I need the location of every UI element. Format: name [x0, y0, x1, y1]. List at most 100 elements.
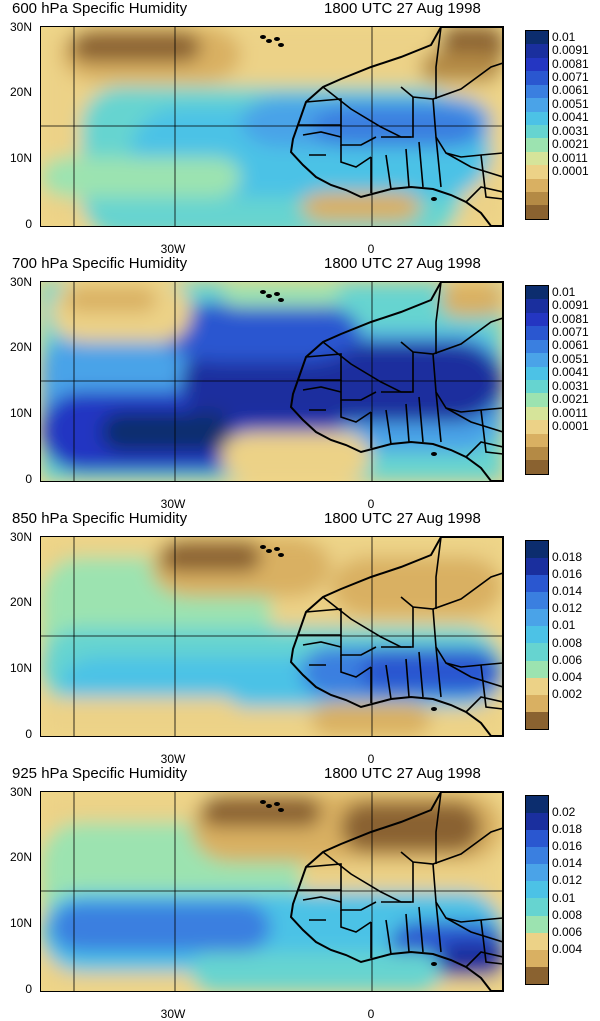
lat-label-30n: 30N [9, 785, 32, 799]
island [260, 35, 266, 39]
colorbar-label: 0.01 [552, 29, 576, 44]
country-border [435, 646, 442, 698]
island [431, 962, 437, 966]
humidity-field [41, 537, 503, 736]
panel-datetime: 1800 UTC 27 Aug 1998 [324, 765, 481, 782]
humidity-region [161, 542, 261, 572]
country-border [445, 152, 503, 178]
island [278, 298, 284, 302]
lon-label-0: 0 [367, 1007, 375, 1021]
island [274, 292, 280, 296]
colorbar-swatch [526, 366, 548, 380]
lat-label-30n: 30N [9, 275, 32, 289]
country-border [385, 664, 392, 700]
country-border [400, 572, 503, 610]
colorbar-swatch [526, 694, 548, 712]
humidity-region [221, 432, 371, 481]
humidity-region [41, 157, 241, 197]
colorbar-label: 0.014 [552, 584, 583, 599]
africa-coastline [289, 792, 503, 991]
colorbar-swatch [526, 312, 548, 327]
colorbar-label: 0.0011 [552, 150, 588, 165]
country-border [340, 635, 377, 656]
lon-label-30w: 30W [160, 1007, 186, 1021]
island [431, 197, 437, 201]
colorbar-swatch [526, 864, 548, 882]
country-border [480, 154, 503, 200]
humidity-region [301, 192, 421, 222]
country-border [299, 608, 342, 636]
colorbar-swatch [526, 379, 548, 394]
colorbar-swatch [526, 111, 548, 125]
colorbar-label: 0.0001 [552, 164, 589, 178]
colorbar-swatch [526, 339, 548, 354]
colorbar-swatch [526, 286, 548, 300]
map-canvas [41, 537, 503, 736]
humidity-map [40, 536, 504, 737]
country-border [302, 131, 342, 138]
lat-label-eq: 0 [25, 982, 32, 996]
humidity-region [161, 302, 361, 362]
colorbar-label: 0.0071 [552, 325, 589, 339]
country-border [400, 827, 503, 865]
colorbar [525, 795, 549, 985]
colorbar-label: 0.0001 [552, 419, 589, 433]
colorbar [525, 285, 549, 475]
lat-label-eq: 0 [25, 727, 32, 741]
humidity-region [101, 412, 231, 452]
humidity-field [41, 282, 503, 481]
colorbar-swatch [526, 949, 548, 967]
colorbar-label: 0.01 [552, 284, 576, 299]
colorbar-swatch [526, 433, 548, 448]
colorbar-swatch [526, 165, 548, 179]
africa-coastline [289, 27, 503, 226]
country-border [435, 27, 442, 99]
country-border [400, 317, 503, 355]
colorbar-swatch [526, 138, 548, 152]
country-border [435, 901, 442, 953]
country-border [385, 154, 392, 190]
humidity-region [441, 282, 503, 317]
colorbar-swatch [526, 711, 548, 729]
colorbar-swatch [526, 326, 548, 340]
island [266, 804, 272, 808]
country-border [340, 655, 372, 678]
colorbar-label: 0.0091 [552, 43, 589, 58]
panel-850hpa: 850 hPa Specific Humidity 1800 UTC 27 Au… [0, 510, 600, 766]
colorbar-label: 0.014 [552, 856, 583, 871]
country-border [385, 919, 392, 955]
colorbar-swatch [526, 915, 548, 933]
humidity-region [51, 902, 271, 952]
island [266, 294, 272, 298]
lon-label-30w: 30W [160, 497, 186, 511]
colorbar-swatch [526, 460, 548, 474]
humidity-map [40, 791, 504, 992]
colorbar-swatch [526, 151, 548, 166]
country-border [435, 537, 442, 609]
colorbar-label: 0.01 [552, 890, 576, 905]
colorbar-label: 0.0061 [552, 338, 589, 353]
lon-label-30w: 30W [160, 752, 186, 766]
country-border [405, 148, 410, 188]
humidity-region [421, 52, 501, 82]
lon-label-0: 0 [367, 242, 375, 256]
lon-label-0: 0 [367, 497, 375, 511]
colorbar-label: 0.008 [552, 907, 583, 922]
panel-datetime: 1800 UTC 27 Aug 1998 [324, 0, 481, 17]
island [431, 707, 437, 711]
colorbar-swatch [526, 796, 548, 814]
humidity-map [40, 281, 504, 482]
colorbar-label: 0.002 [552, 686, 583, 701]
colorbar-swatch [526, 677, 548, 695]
humidity-map [40, 26, 504, 227]
panel-title: 925 hPa Specific Humidity [12, 765, 188, 782]
colorbar-swatch [526, 575, 548, 593]
country-border [340, 125, 377, 146]
colorbar-swatch [526, 420, 548, 434]
colorbar-swatch [526, 447, 548, 461]
colorbar-label: 0.006 [552, 652, 583, 667]
country-border [418, 141, 424, 188]
country-border [381, 352, 414, 393]
island [278, 808, 284, 812]
map-canvas [41, 792, 503, 991]
